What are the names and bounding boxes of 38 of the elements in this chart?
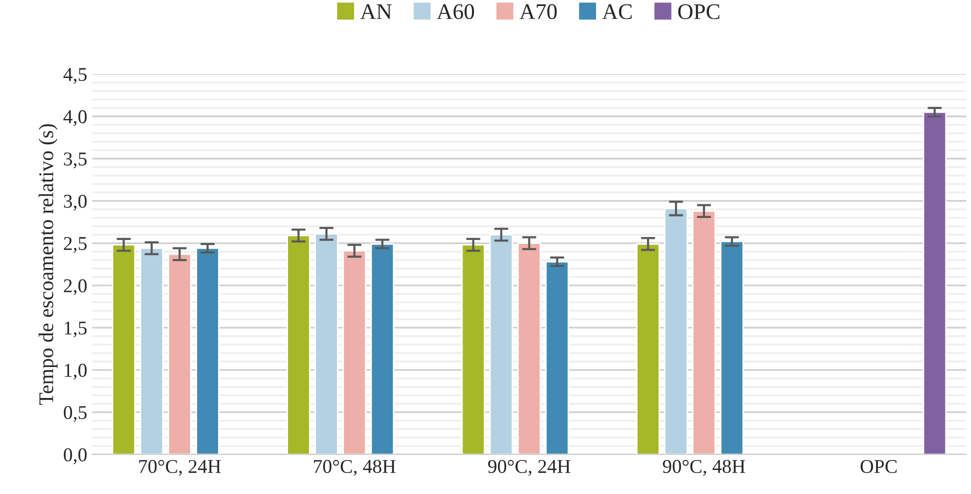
- bar: [168, 253, 192, 454]
- y-tick-label: 4,0: [63, 110, 87, 126]
- x-tick-label: OPC: [860, 460, 897, 474]
- bar: [664, 208, 688, 454]
- bar: [517, 242, 542, 454]
- bar: [140, 248, 164, 454]
- legend-label: A70: [520, 4, 557, 20]
- bar: [720, 240, 744, 454]
- x-tick-label: 70°C, 24H: [139, 460, 221, 476]
- bar: [196, 248, 220, 454]
- x-tick-label: 90°C, 48H: [662, 460, 746, 476]
- bar: [314, 233, 338, 454]
- y-tick-label: 3,0: [64, 194, 87, 211]
- y-tick-label: 3,5: [64, 152, 87, 168]
- y-tick-label: 1,0: [64, 364, 87, 380]
- bar: [545, 261, 570, 454]
- y-axis-title: Tempo de escoamento relativo (s): [38, 124, 58, 405]
- legend-label: AN: [360, 4, 392, 19]
- legend-label: OPC: [678, 4, 720, 20]
- bar: [286, 234, 310, 454]
- y-tick-label: 2,5: [64, 237, 87, 253]
- y-tick-label: 0,5: [64, 406, 87, 422]
- bar: [636, 243, 660, 454]
- y-tick-label: 1,5: [64, 322, 87, 338]
- bar: [370, 243, 394, 454]
- y-tick-label: 2,0: [64, 279, 87, 296]
- x-tick-label: 90°C, 24H: [488, 460, 570, 476]
- bar: [112, 244, 136, 454]
- bar: [489, 234, 514, 454]
- x-tick-label: 70°C, 48H: [314, 460, 396, 476]
- y-tick-label: 4,5: [63, 68, 87, 84]
- y-tick-label: 0,0: [64, 448, 87, 464]
- legend-label: A60: [436, 4, 474, 20]
- bar: [922, 111, 947, 454]
- legend-label: AC: [602, 4, 632, 20]
- bar: [461, 244, 486, 454]
- bar: [692, 210, 716, 454]
- bar: [342, 250, 366, 454]
